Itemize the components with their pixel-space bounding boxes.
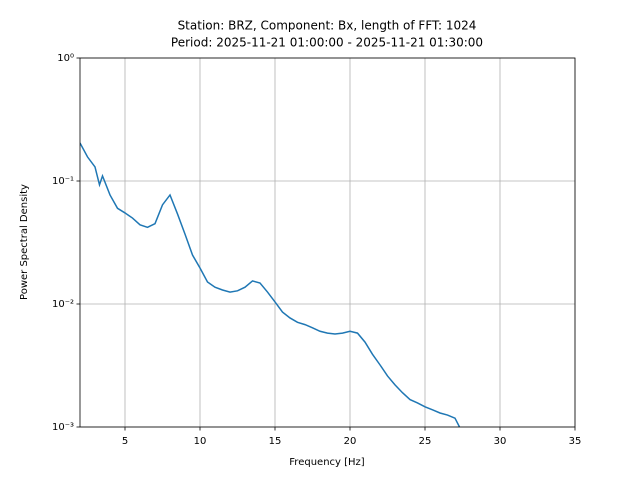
y-tick-label: 10⁻² xyxy=(52,299,74,310)
x-tick-label: 35 xyxy=(569,436,582,447)
data-line xyxy=(80,142,461,427)
x-tick-label: 30 xyxy=(494,436,507,447)
x-tick-label: 15 xyxy=(269,436,282,447)
chart-title: Station: BRZ, Component: Bx, length of F… xyxy=(178,19,477,33)
x-tick-label: 20 xyxy=(344,436,357,447)
plot-frame xyxy=(79,57,576,428)
x-tick-label: 10 xyxy=(194,436,207,447)
y-axis-label: Power Spectral Density xyxy=(19,184,30,300)
x-axis-label: Frequency [Hz] xyxy=(289,457,365,468)
x-tick-label: 25 xyxy=(419,436,432,447)
y-tick-label: 10⁻¹ xyxy=(52,176,74,187)
y-tick-label: 10⁰ xyxy=(57,53,74,64)
chart-title: Period: 2025-11-21 01:00:00 - 2025-11-21… xyxy=(171,36,483,50)
y-tick-label: 10⁻³ xyxy=(52,422,74,433)
x-tick-label: 5 xyxy=(122,436,128,447)
